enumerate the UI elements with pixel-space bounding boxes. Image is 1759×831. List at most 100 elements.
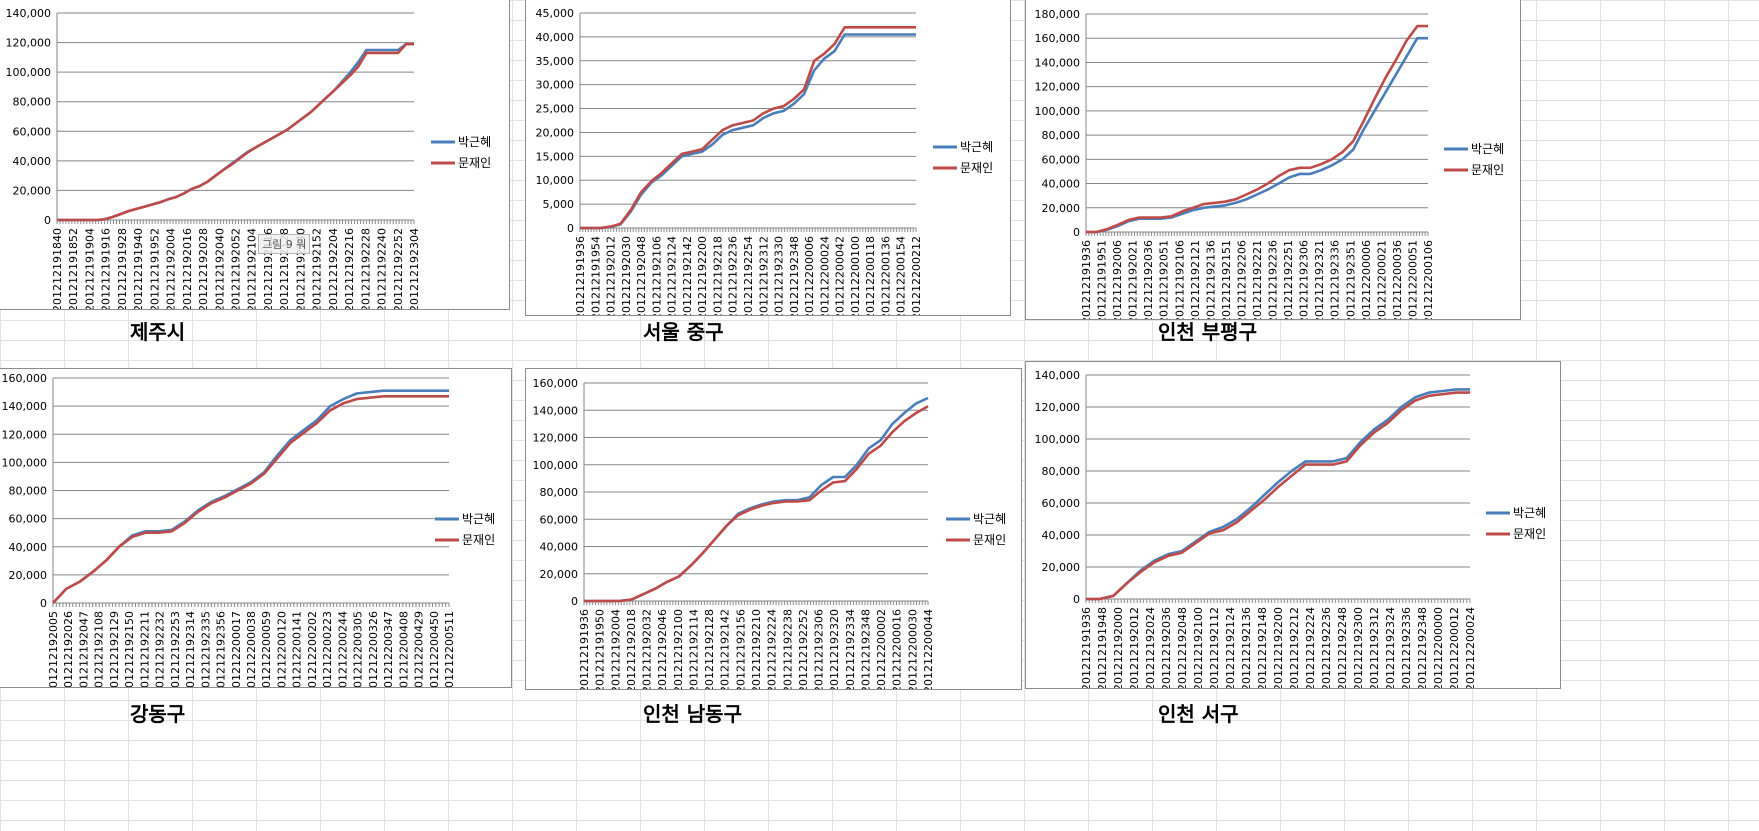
y-tick-label: 100,000 <box>533 459 579 472</box>
y-tick-label: 60,000 <box>1042 153 1081 166</box>
y-tick-label: 0 <box>40 597 47 610</box>
x-tick-label: 201212200141 <box>291 611 304 687</box>
y-tick-label: 160,000 <box>1035 32 1081 45</box>
x-tick-label: 201212200202 <box>306 611 319 687</box>
x-tick-label: 201212191948 <box>1096 607 1109 688</box>
x-tick-label: 201212192112 <box>1208 607 1221 688</box>
x-tick-label: 201212192024 <box>1144 607 1157 688</box>
x-tick-label: 201212192324 <box>1384 607 1397 688</box>
x-tick-label: 201212191950 <box>594 609 607 689</box>
x-tick-label: 201212191852 <box>67 228 80 309</box>
x-tick-label: 201212192204 <box>327 228 340 309</box>
legend-label-2: 문재인 <box>458 156 491 170</box>
x-tick-label: 201212192040 <box>213 228 226 309</box>
x-tick-label: 201212192221 <box>1251 240 1264 319</box>
x-tick-label: 201212192108 <box>93 611 106 687</box>
x-tick-label: 201212192200 <box>696 236 709 315</box>
x-tick-label: 201212191928 <box>116 228 129 309</box>
x-tick-label: 201212200450 <box>428 611 441 687</box>
y-tick-label: 30,000 <box>536 79 575 92</box>
x-tick-label: 201212192018 <box>625 609 638 689</box>
x-tick-label: 201212200036 <box>1391 240 1404 319</box>
x-tick-label: 201212200024 <box>1464 607 1477 688</box>
x-tick-label: 201212200326 <box>367 611 380 687</box>
x-tick-label: 201212191904 <box>83 228 96 309</box>
series-line-2 <box>52 395 449 604</box>
x-tick-label: 201212191936 <box>574 236 587 315</box>
x-tick-label: 201212192356 <box>215 611 228 687</box>
x-tick-label: 201212200059 <box>260 611 273 687</box>
y-tick-label: 20,000 <box>13 184 52 197</box>
x-tick-label: 201212192236 <box>1267 240 1280 319</box>
x-tick-label: 201212200118 <box>864 236 877 315</box>
x-tick-label: 201212200136 <box>879 236 892 315</box>
y-tick-label: 0 <box>567 222 574 235</box>
y-tick-label: 140,000 <box>1035 369 1081 382</box>
x-tick-label: 201212200030 <box>906 609 919 689</box>
y-tick-label: 20,000 <box>540 568 579 581</box>
y-tick-label: 80,000 <box>1042 129 1081 142</box>
legend-label-1: 박근혜 <box>1471 142 1504 156</box>
chart-box-gangdong[interactable]: 0 20,000 40,000 60,000 80,000 100,000 120,000 1… <box>0 368 512 688</box>
legend-label-2: 문재인 <box>1471 163 1504 177</box>
y-tick-label: 160,000 <box>2 372 48 385</box>
y-tick-label: 5,000 <box>543 198 575 211</box>
x-tick-label: 201212192240 <box>376 228 389 309</box>
chart-box-jeju[interactable]: 0 20,000 40,000 60,000 80,000 100,000 120,000 1… <box>0 0 510 310</box>
y-tick-label: 60,000 <box>13 125 52 138</box>
x-tick-label: 201212192251 <box>1282 240 1295 319</box>
x-tick-label: 201212200044 <box>922 609 935 689</box>
series-line-1 <box>57 42 414 222</box>
y-tick-label: 180,000 <box>1035 8 1081 21</box>
x-tick-label: 201212192330 <box>773 236 786 315</box>
series-line-2 <box>584 405 929 603</box>
y-tick-label: 40,000 <box>1042 529 1081 542</box>
y-tick-label: 40,000 <box>1042 178 1081 191</box>
legend-label-2: 문재인 <box>1513 527 1546 541</box>
x-tick-label: 201212192052 <box>230 228 243 309</box>
x-tick-label: 201212200106 <box>1422 240 1435 319</box>
chart-box-incheon-seogu[interactable]: 0 20,000 40,000 60,000 80,000 100,000 120,000 1… <box>1025 361 1561 689</box>
image-name-tooltip: 그림 9 뭐 <box>258 234 311 254</box>
y-tick-label: 45,000 <box>536 7 575 20</box>
y-tick-label: 40,000 <box>13 155 52 168</box>
x-tick-label: 201212192232 <box>154 611 167 687</box>
legend-label-2: 문재인 <box>462 533 495 547</box>
y-tick-label: 120,000 <box>6 37 52 50</box>
x-tick-label: 201212200002 <box>875 609 888 689</box>
x-tick-label: 201212192046 <box>656 609 669 689</box>
chart-box-seoul-junggu[interactable]: 0 5,000 10,000 15,000 20,000 25,000 30,000 35,0… <box>525 0 1011 316</box>
y-tick-label: 40,000 <box>9 541 48 554</box>
x-tick-label: 201212192124 <box>666 236 679 315</box>
y-tick-label: 100,000 <box>2 456 48 469</box>
legend-label-2: 문재인 <box>973 533 1006 547</box>
x-tick-label: 201212192030 <box>620 236 633 315</box>
x-tick-label: 201212192048 <box>635 236 648 315</box>
x-tick-label: 201212192236 <box>1320 607 1333 688</box>
y-tick-label: 120,000 <box>1035 401 1081 414</box>
x-tick-label: 201212192121 <box>1189 240 1202 319</box>
chart-box-incheon-namdong[interactable]: 0 20,000 40,000 60,000 80,000 100,000 120,000 1… <box>525 368 1022 690</box>
y-tick-label: 140,000 <box>1035 56 1081 69</box>
series-line-1 <box>584 396 929 603</box>
x-tick-label: 201212192306 <box>813 609 826 689</box>
x-tick-label: 201212192151 <box>1220 240 1233 319</box>
chart-svg-incheon-namdong: 0 20,000 40,000 60,000 80,000 100,000 120,000 1… <box>533 377 1007 689</box>
x-tick-label: 201212200051 <box>1406 240 1419 319</box>
x-tick-label: 201212192348 <box>859 609 872 689</box>
x-tick-label: 201212192136 <box>1240 607 1253 688</box>
x-tick-label: 201212192128 <box>703 609 716 689</box>
x-tick-label: 201212192254 <box>742 236 755 315</box>
x-tick-label: 201212192026 <box>62 611 75 687</box>
chart-box-incheon-bupyeong[interactable]: 0 20,000 40,000 60,000 80,000 100,000 120,000 1… <box>1025 0 1521 320</box>
x-tick-label: 201212192028 <box>197 228 210 309</box>
x-tick-label: 201212192148 <box>1256 607 1269 688</box>
y-tick-label: 140,000 <box>6 7 52 20</box>
y-tick-label: 80,000 <box>13 96 52 109</box>
x-tick-label: 201212192012 <box>605 236 618 315</box>
x-tick-label: 201212192336 <box>1400 607 1413 688</box>
x-tick-label: 201212200006 <box>803 236 816 315</box>
x-tick-label: 201212192142 <box>681 236 694 315</box>
x-tick-label: 201212192336 <box>1329 240 1342 319</box>
x-tick-label: 201212192252 <box>797 609 810 689</box>
